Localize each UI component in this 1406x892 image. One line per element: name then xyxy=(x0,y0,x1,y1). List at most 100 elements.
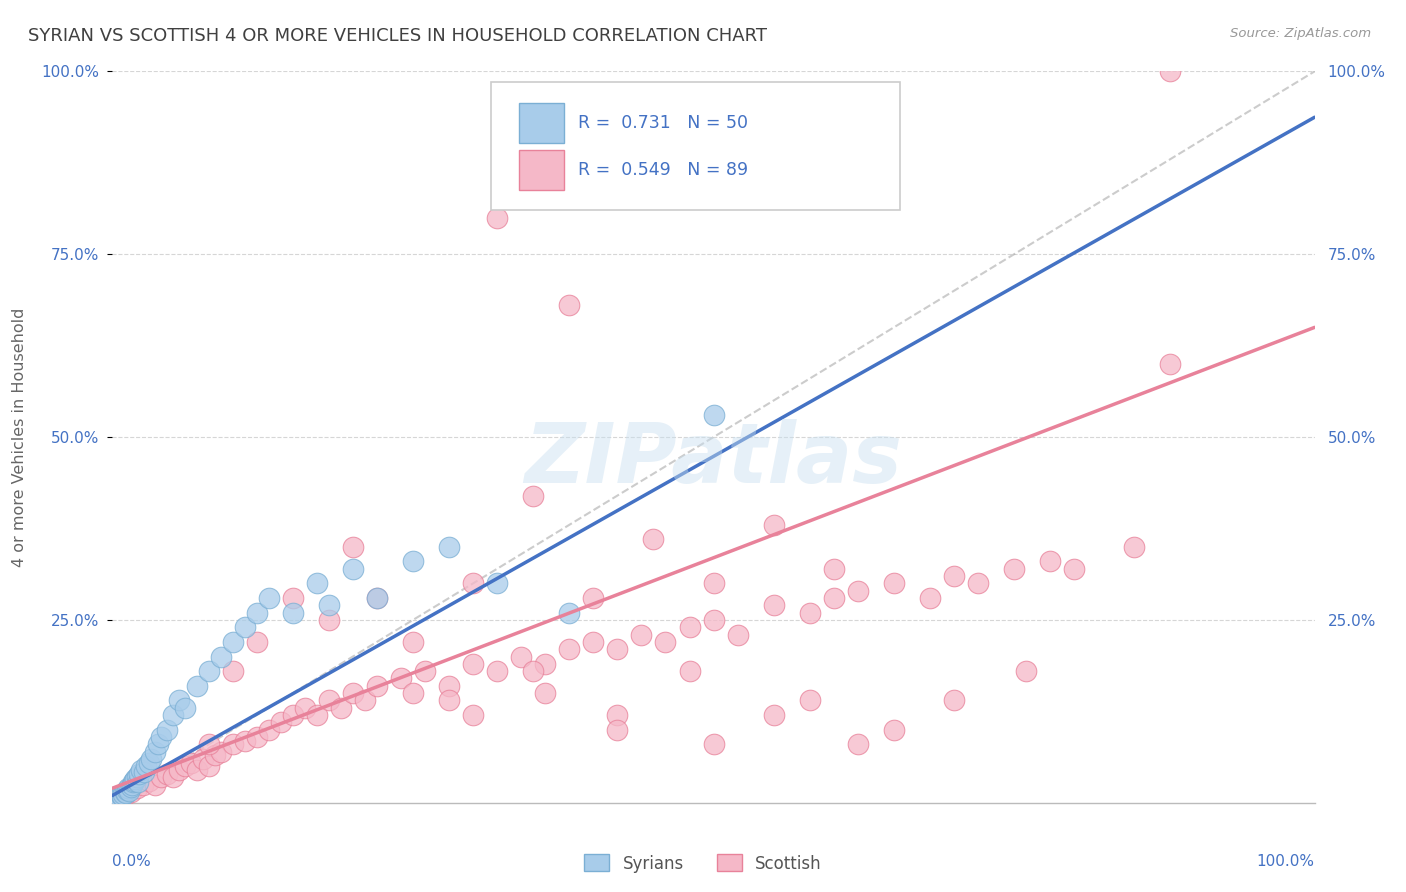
Point xyxy=(510,649,533,664)
Point xyxy=(222,664,245,678)
Point xyxy=(702,737,725,751)
Point xyxy=(246,730,269,744)
Point xyxy=(606,723,628,737)
Point xyxy=(402,686,425,700)
Point xyxy=(186,763,208,777)
Point xyxy=(105,793,128,807)
Point xyxy=(558,298,581,312)
Point xyxy=(110,789,132,803)
Point xyxy=(413,664,436,678)
Point xyxy=(354,693,377,707)
Text: ZIPatlas: ZIPatlas xyxy=(524,418,903,500)
Point xyxy=(366,679,388,693)
Point xyxy=(124,772,146,787)
Point xyxy=(606,708,628,723)
Point xyxy=(461,708,484,723)
Point xyxy=(1123,540,1146,554)
Point xyxy=(678,620,700,634)
Point xyxy=(727,627,749,641)
Point xyxy=(522,664,544,678)
Point xyxy=(486,576,509,591)
Point xyxy=(149,770,172,784)
Point xyxy=(149,730,172,744)
Point xyxy=(107,792,129,806)
Point xyxy=(197,759,219,773)
Point xyxy=(1015,664,1038,678)
Point xyxy=(257,591,280,605)
Point xyxy=(173,700,195,714)
Point xyxy=(366,591,388,605)
FancyBboxPatch shape xyxy=(519,103,564,143)
Point xyxy=(461,657,484,671)
Point xyxy=(402,635,425,649)
Point xyxy=(461,576,484,591)
Point xyxy=(942,569,965,583)
Point xyxy=(582,635,605,649)
Point xyxy=(125,770,148,784)
Point xyxy=(257,723,280,737)
Point xyxy=(918,591,941,605)
Point xyxy=(883,576,905,591)
Point xyxy=(534,657,557,671)
Point xyxy=(437,693,460,707)
Point xyxy=(155,766,177,780)
Point xyxy=(1002,562,1025,576)
Point xyxy=(522,489,544,503)
Point xyxy=(702,576,725,591)
Point xyxy=(138,773,160,788)
Point xyxy=(209,649,232,664)
Point xyxy=(762,708,785,723)
Point xyxy=(120,780,142,794)
Point xyxy=(112,787,135,801)
Point xyxy=(402,554,425,568)
Point xyxy=(1159,64,1181,78)
Point xyxy=(114,785,136,799)
Point xyxy=(606,642,628,657)
Text: 0.0%: 0.0% xyxy=(112,854,152,869)
Point xyxy=(318,599,340,613)
Point xyxy=(139,752,162,766)
Point xyxy=(122,773,145,788)
Point xyxy=(1063,562,1085,576)
Point xyxy=(186,679,208,693)
Point xyxy=(318,613,340,627)
Point xyxy=(823,562,845,576)
Point xyxy=(143,777,166,792)
Point xyxy=(281,591,304,605)
Point xyxy=(654,635,676,649)
Point xyxy=(281,708,304,723)
Text: SYRIAN VS SCOTTISH 4 OR MORE VEHICLES IN HOUSEHOLD CORRELATION CHART: SYRIAN VS SCOTTISH 4 OR MORE VEHICLES IN… xyxy=(28,27,768,45)
Point xyxy=(128,766,150,780)
Point xyxy=(104,794,127,808)
Point xyxy=(342,686,364,700)
Point xyxy=(127,775,149,789)
Point xyxy=(967,576,990,591)
Y-axis label: 4 or more Vehicles in Household: 4 or more Vehicles in Household xyxy=(13,308,27,566)
Point xyxy=(630,627,652,641)
Point xyxy=(305,576,328,591)
Point xyxy=(155,723,177,737)
Point xyxy=(582,591,605,605)
Point xyxy=(108,791,131,805)
Point xyxy=(121,777,143,792)
Point xyxy=(167,763,190,777)
Point xyxy=(294,700,316,714)
FancyBboxPatch shape xyxy=(519,150,564,190)
Point xyxy=(643,533,665,547)
Point xyxy=(270,715,292,730)
Point xyxy=(329,700,352,714)
Point xyxy=(846,583,869,598)
Point xyxy=(117,781,139,796)
Point xyxy=(111,789,134,804)
Point xyxy=(246,635,269,649)
Point xyxy=(135,759,157,773)
Point xyxy=(114,786,136,800)
Point xyxy=(167,693,190,707)
Point xyxy=(180,756,202,770)
Point xyxy=(762,599,785,613)
Point xyxy=(823,591,845,605)
Point xyxy=(762,517,785,532)
Point xyxy=(389,672,412,686)
Point xyxy=(233,620,256,634)
Point xyxy=(281,606,304,620)
